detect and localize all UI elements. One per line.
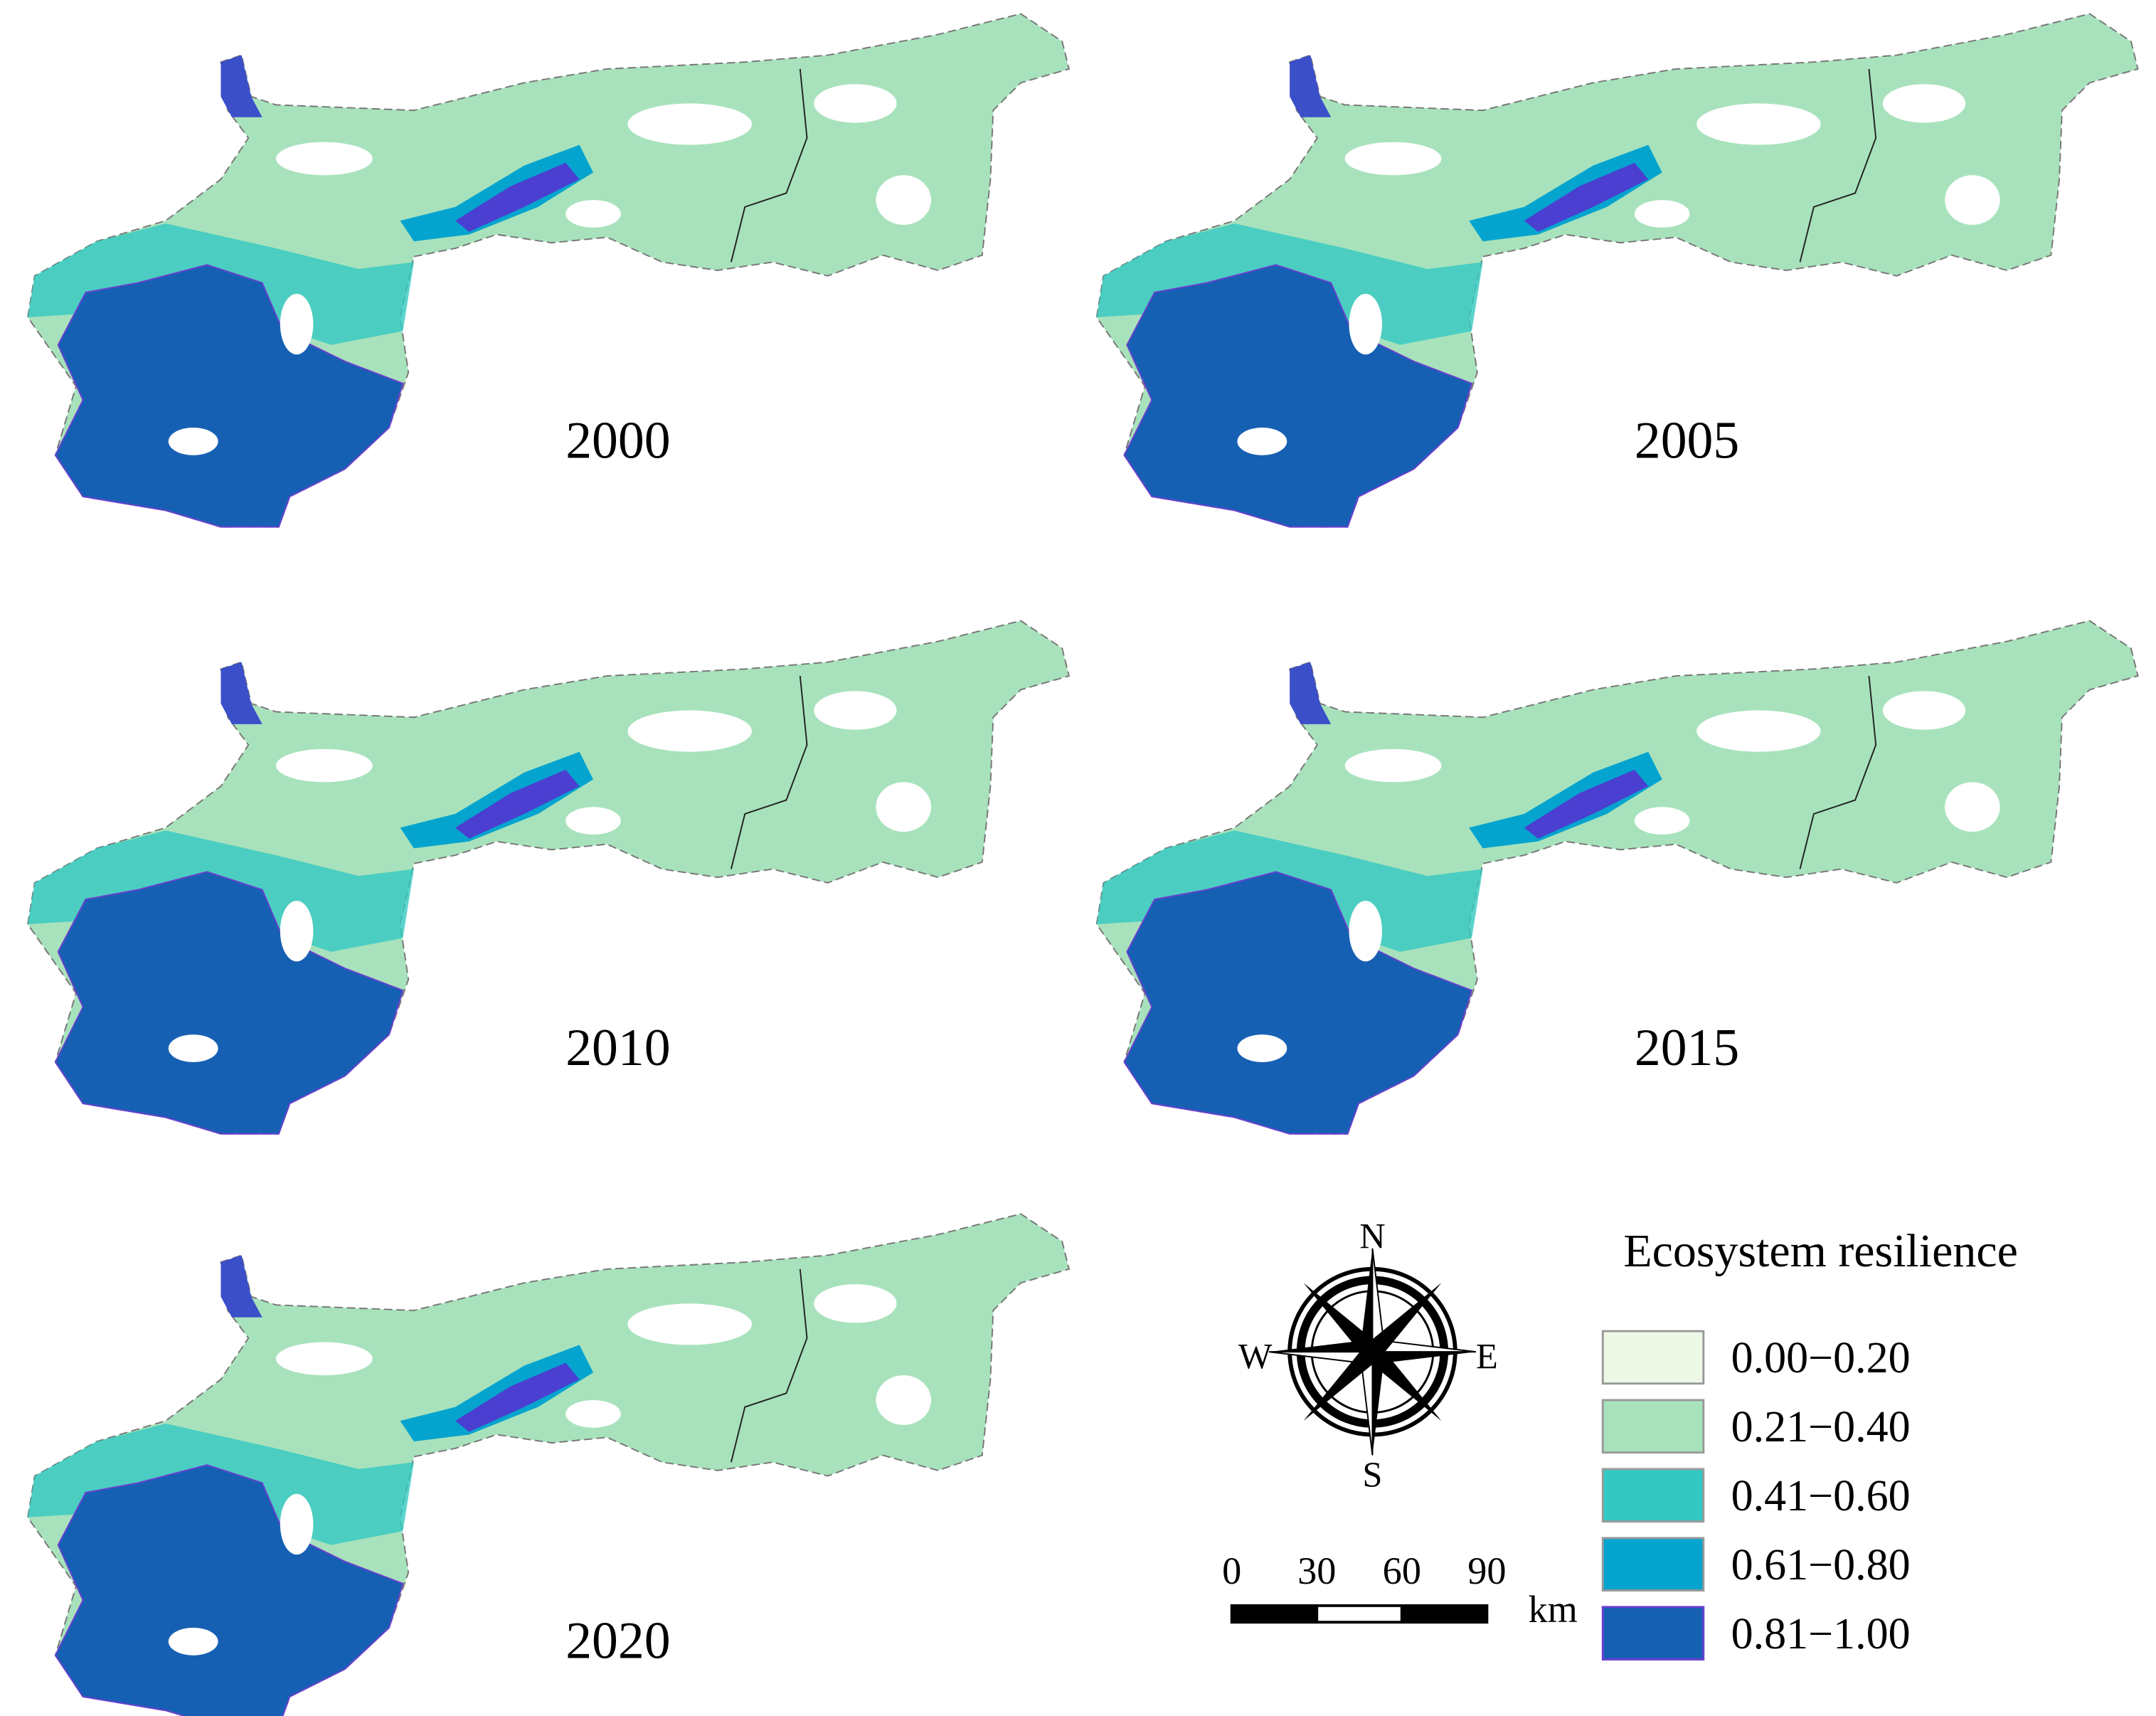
legend-label: 0.41−0.60 [1731,1472,1911,1520]
panel-year: 2000 [565,411,670,470]
map-panel: 2010 [27,620,1070,1135]
legend-swatch [1601,1468,1705,1523]
legend-title: Ecosystem resilience [1623,1225,2018,1277]
legend-label: 0.61−0.80 [1731,1541,1911,1589]
legend-swatch [1601,1330,1705,1385]
scale-bar: km 0 30 60 90 [1222,1550,1578,1631]
scale-segment [1400,1604,1489,1624]
region-map [27,1213,1070,1716]
region-map [1095,620,2139,1135]
compass-south: S [1362,1455,1382,1495]
compass: N S W E [1238,1217,1498,1495]
region-map [1095,13,2139,528]
scale-label: 30 [1297,1550,1336,1592]
map-panel: 2000 [27,13,1070,528]
map-panel: 2015 [1095,620,2139,1135]
map-panel: 2005 [1095,13,2139,528]
scale-unit: km [1529,1588,1578,1631]
maps: 2000 2005 2010 2015 2020 [27,13,2139,1716]
legend-swatch [1601,1606,1705,1661]
scale-label: 60 [1383,1550,1421,1592]
panel-year: 2010 [565,1018,670,1076]
panel-year: 2020 [565,1611,670,1670]
scale-label: 0 [1222,1550,1241,1592]
scale-segment [1230,1604,1319,1624]
map-panel: 2020 [27,1213,1070,1716]
region-map [27,13,1070,528]
legend-swatch [1601,1399,1705,1454]
legend-label: 0.21−0.40 [1731,1403,1911,1451]
compass-east: E [1476,1336,1498,1376]
compass-north: N [1359,1217,1385,1256]
legend: Ecosystem resilience 0.00−0.20 0.21−0.40 0… [1601,1225,2018,1661]
scale-segment [1315,1604,1403,1624]
legend-label: 0.81−1.00 [1731,1610,1911,1658]
panel-year: 2015 [1635,1018,1739,1076]
region-map [27,620,1070,1135]
legend-swatch [1601,1537,1705,1592]
panel-year: 2005 [1635,411,1739,470]
legend-label: 0.00−0.20 [1731,1334,1911,1382]
compass-west: W [1238,1336,1273,1376]
scale-label: 90 [1467,1550,1506,1592]
